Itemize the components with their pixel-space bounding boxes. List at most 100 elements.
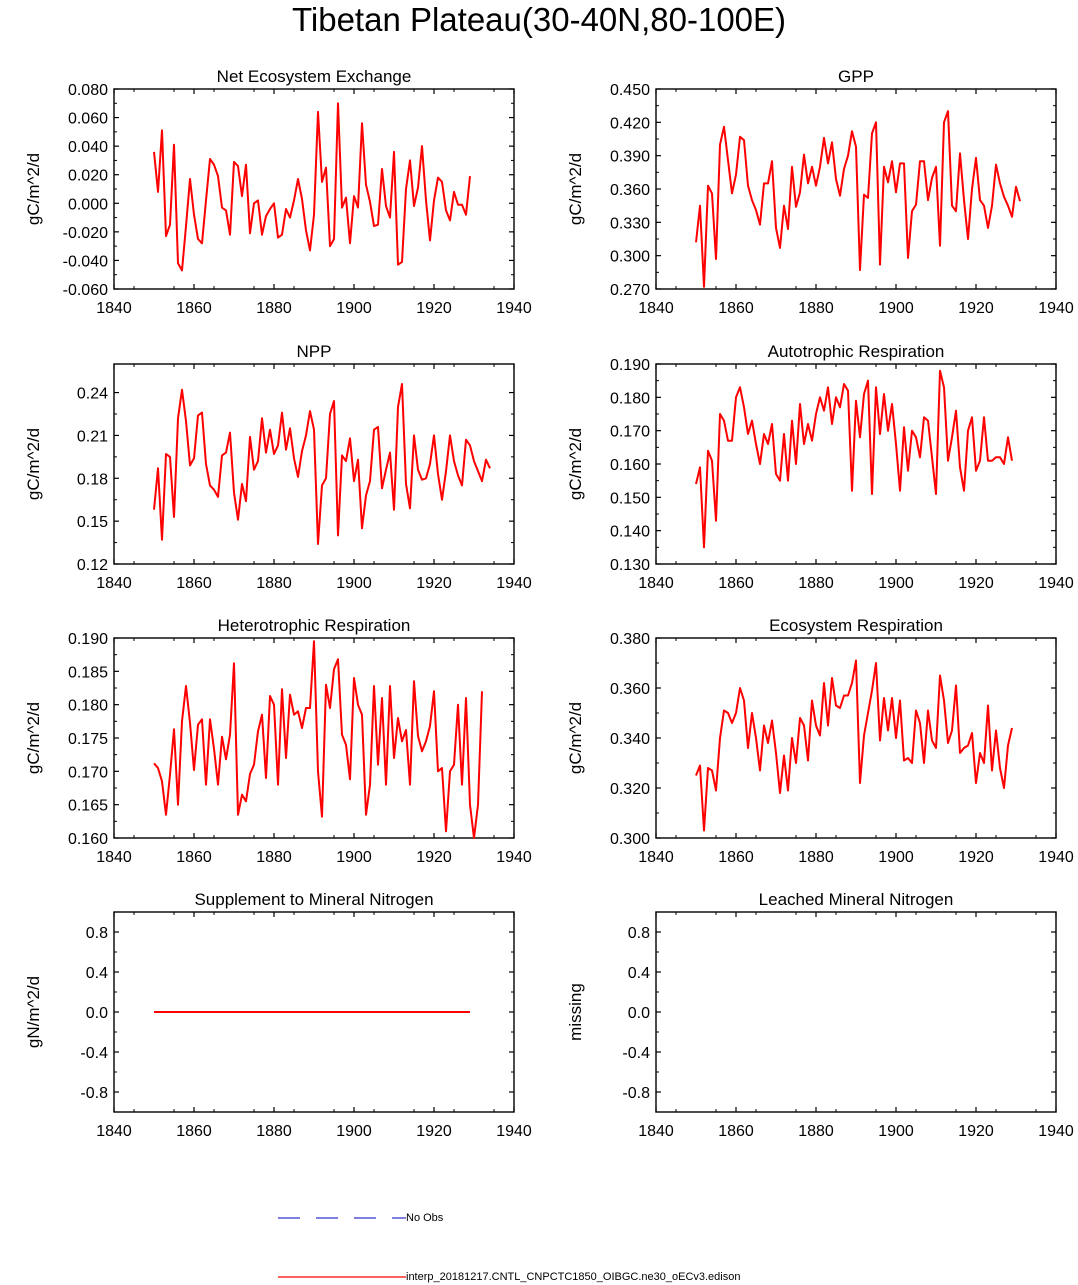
page-title: Tibetan Plateau(30-40N,80-100E) xyxy=(291,1,787,38)
y-tick-label: 0.24 xyxy=(77,386,108,403)
panel-title: Autotrophic Respiration xyxy=(768,342,945,361)
y-tick-label: 0.8 xyxy=(86,925,108,942)
legend-obs-line xyxy=(278,1217,406,1219)
y-tick-label: -0.4 xyxy=(80,1045,108,1062)
y-tick-label: 0.380 xyxy=(610,631,650,648)
x-tick-label: 1860 xyxy=(718,849,754,866)
y-tick-label: 0.180 xyxy=(610,390,650,407)
x-tick-label: 1900 xyxy=(878,1123,914,1140)
panel-title: Leached Mineral Nitrogen xyxy=(759,890,954,909)
series-line xyxy=(153,102,471,272)
y-tick-label: 0.420 xyxy=(610,115,650,132)
y-tick-label: -0.020 xyxy=(63,225,108,242)
x-tick-label: 1940 xyxy=(496,575,532,592)
y-tick-label: 0.15 xyxy=(77,514,108,531)
x-tick-label: 1940 xyxy=(496,849,532,866)
y-tick-label: 0.040 xyxy=(68,139,108,156)
x-tick-label: 1920 xyxy=(416,849,452,866)
legend-model: interp_20181217.CNTL_CNPCTC1850_OIBGC.ne… xyxy=(278,1270,740,1284)
plot-frame xyxy=(655,363,1057,565)
y-tick-label: -0.040 xyxy=(63,253,108,270)
legend-obs-label: No Obs xyxy=(406,1212,444,1224)
x-tick-label: 1860 xyxy=(176,575,212,592)
x-tick-label: 1860 xyxy=(176,300,212,317)
panel-2: GPP gC/m^2/d 1840 1860 1880 1900 1920 1940 0.270… xyxy=(566,67,1074,317)
x-tick-label: 1900 xyxy=(336,849,372,866)
x-tick-label: 1860 xyxy=(176,1123,212,1140)
y-tick-label: 0.18 xyxy=(77,471,108,488)
series-line xyxy=(695,369,1013,549)
y-tick-label: 0.160 xyxy=(68,831,108,848)
y-tick-label: 0.21 xyxy=(77,428,108,445)
y-tick-label: 0.12 xyxy=(77,557,108,574)
legend-model-label: interp_20181217.CNTL_CNPCTC1850_OIBGC.ne… xyxy=(406,1271,741,1283)
y-tick-label: 0.360 xyxy=(610,681,650,698)
y-axis-label: missing xyxy=(566,983,585,1041)
panel-4: Autotrophic Respiration gC/m^2/d 1840 1860 1… xyxy=(566,342,1074,592)
y-tick-label: 0.8 xyxy=(628,925,650,942)
y-axis-label: gC/m^2/d xyxy=(24,153,43,225)
x-tick-label: 1860 xyxy=(718,575,754,592)
y-tick-label: 0.4 xyxy=(628,965,650,982)
x-tick-label: 1920 xyxy=(958,300,994,317)
x-tick-label: 1920 xyxy=(958,575,994,592)
y-tick-label: 0.150 xyxy=(610,490,650,507)
x-tick-label: 1900 xyxy=(878,300,914,317)
x-tick-label: 1940 xyxy=(1038,300,1074,317)
panel-title: NPP xyxy=(297,342,332,361)
x-tick-label: 1880 xyxy=(256,575,292,592)
x-tick-label: 1940 xyxy=(1038,1123,1074,1140)
x-tick-label: 1920 xyxy=(416,1123,452,1140)
y-tick-label: 0.0 xyxy=(86,1005,108,1022)
panel-6: Ecosystem Respiration gC/m^2/d 1840 1860 188… xyxy=(566,616,1074,866)
series-line xyxy=(153,640,483,839)
panel-8: Leached Mineral Nitrogen missing 1840 1860 1… xyxy=(566,890,1074,1140)
x-tick-label: 1880 xyxy=(798,849,834,866)
x-tick-label: 1940 xyxy=(1038,575,1074,592)
y-tick-label: 0.300 xyxy=(610,249,650,266)
panel-1: Net Ecosystem Exchange gC/m^2/d 1840 1860 18… xyxy=(24,67,532,317)
y-tick-label: 0.330 xyxy=(610,215,650,232)
x-tick-label: 1860 xyxy=(176,849,212,866)
y-tick-label: 0.130 xyxy=(610,557,650,574)
panel-title: Ecosystem Respiration xyxy=(769,616,943,635)
x-tick-label: 1880 xyxy=(256,849,292,866)
x-tick-label: 1920 xyxy=(958,1123,994,1140)
x-tick-label: 1840 xyxy=(638,849,674,866)
y-tick-label: 0.170 xyxy=(610,424,650,441)
y-axis-label: gN/m^2/d xyxy=(24,976,43,1048)
y-axis-label: gC/m^2/d xyxy=(566,153,585,225)
x-tick-label: 1900 xyxy=(878,849,914,866)
y-tick-label: 0.080 xyxy=(68,82,108,99)
y-tick-label: 0.190 xyxy=(610,357,650,374)
x-tick-label: 1840 xyxy=(96,849,132,866)
y-tick-label: 0.360 xyxy=(610,182,650,199)
plot-frame xyxy=(113,363,515,565)
panel-title: Supplement to Mineral Nitrogen xyxy=(194,890,433,909)
legend-obs: No Obs xyxy=(278,1211,443,1225)
y-tick-label: -0.8 xyxy=(622,1085,650,1102)
y-tick-label: 0.270 xyxy=(610,282,650,299)
y-tick-label: 0.180 xyxy=(68,698,108,715)
x-tick-label: 1840 xyxy=(96,575,132,592)
panel-title: Heterotrophic Respiration xyxy=(218,616,411,635)
y-axis-label: gC/m^2/d xyxy=(566,702,585,774)
panel-7: Supplement to Mineral Nitrogen gN/m^2/d 18… xyxy=(24,890,532,1140)
x-tick-label: 1900 xyxy=(336,575,372,592)
y-tick-label: -0.8 xyxy=(80,1085,108,1102)
y-tick-label: 0.0 xyxy=(628,1005,650,1022)
x-tick-label: 1900 xyxy=(336,300,372,317)
x-tick-label: 1880 xyxy=(256,1123,292,1140)
plot-frame xyxy=(655,911,1057,1113)
x-tick-label: 1920 xyxy=(958,849,994,866)
x-tick-label: 1840 xyxy=(96,300,132,317)
x-tick-label: 1880 xyxy=(798,1123,834,1140)
y-tick-label: 0.160 xyxy=(610,457,650,474)
series-line xyxy=(695,659,1013,832)
x-tick-label: 1860 xyxy=(718,300,754,317)
panel-title: GPP xyxy=(838,67,874,86)
x-tick-label: 1840 xyxy=(638,300,674,317)
x-tick-label: 1940 xyxy=(496,300,532,317)
y-tick-label: 0.060 xyxy=(68,111,108,128)
